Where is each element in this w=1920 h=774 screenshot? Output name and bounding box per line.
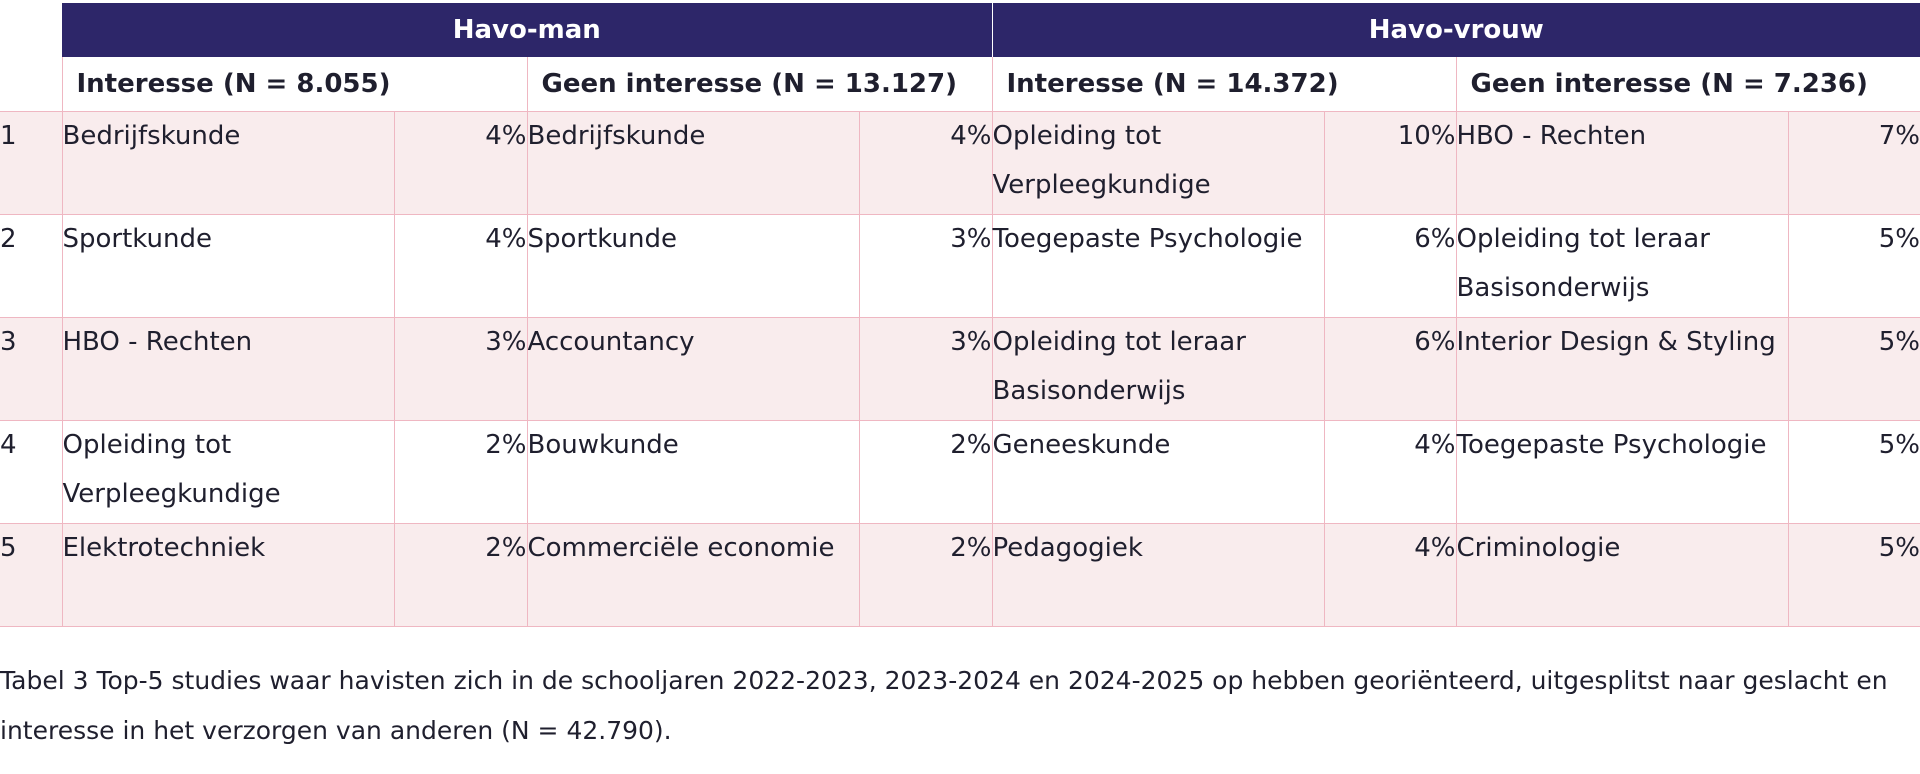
study-name-cell: Opleiding tot Verpleegkundige (62, 420, 395, 524)
percentage-cell: 3% (859, 214, 993, 318)
study-name-cell: Sportkunde (62, 214, 395, 318)
percentage-cell: 7% (1788, 111, 1920, 215)
rank-cell: 1 (0, 111, 63, 215)
group-header-havo-vrouw: Havo-vrouw (992, 3, 1920, 57)
study-name-cell: Opleiding tot Verpleegkundige (992, 111, 1325, 215)
study-name-cell: Elektrotechniek (62, 523, 395, 627)
study-name-cell: Commerciële economie (527, 523, 860, 627)
study-name-cell: Accountancy (527, 317, 860, 421)
percentage-cell: 3% (859, 317, 993, 421)
rank-cell: 3 (0, 317, 63, 421)
study-name-cell: Sportkunde (527, 214, 860, 318)
study-name-cell: Interior Design & Styling (1456, 317, 1789, 421)
rank-cell: 5 (0, 523, 63, 627)
percentage-cell: 2% (859, 523, 993, 627)
percentage-cell: 5% (1788, 420, 1920, 524)
rank-cell: 2 (0, 214, 63, 318)
percentage-cell: 5% (1788, 214, 1920, 318)
percentage-cell: 4% (1324, 420, 1457, 524)
corner-cell (0, 3, 62, 57)
group-header-row: Havo-man Havo-vrouw (0, 3, 1920, 57)
top5-studies-table: Havo-man Havo-vrouw Interesse (N = 8.055… (0, 3, 1920, 627)
study-name-cell: Pedagogiek (992, 523, 1325, 627)
percentage-cell: 4% (859, 111, 993, 215)
percentage-cell: 5% (1788, 523, 1920, 627)
percentage-cell: 2% (394, 523, 528, 627)
subheader-man-geen-interesse: Geen interesse (N = 13.127) (526, 57, 993, 112)
table-row: 5 Elektrotechniek 2% Commerciële economie 2%… (0, 523, 1920, 627)
study-name-cell: Toegepaste Psychologie (992, 214, 1325, 318)
group-header-havo-man: Havo-man (62, 3, 993, 57)
percentage-cell: 4% (394, 214, 528, 318)
percentage-cell: 4% (1324, 523, 1457, 627)
percentage-cell: 6% (1324, 317, 1457, 421)
table-row: 3 HBO - Rechten 3% Accountancy 3% Opleiding t… (0, 317, 1920, 421)
study-name-cell: Criminologie (1456, 523, 1789, 627)
rank-cell: 4 (0, 420, 63, 524)
percentage-cell: 3% (394, 317, 528, 421)
study-name-cell: Opleiding tot leraar Basisonderwijs (992, 317, 1325, 421)
study-name-cell: Toegepaste Psychologie (1456, 420, 1789, 524)
study-name-cell: HBO - Rechten (1456, 111, 1789, 215)
percentage-cell: 4% (394, 111, 528, 215)
study-name-cell: Bedrijfskunde (527, 111, 860, 215)
table-row: 2 Sportkunde 4% Sportkunde 3% Toegepaste Psyc… (0, 214, 1920, 318)
table-row: 1 Bedrijfskunde 4% Bedrijfskunde 4% Opleiding… (0, 111, 1920, 215)
study-name-cell: Geneeskunde (992, 420, 1325, 524)
study-name-cell: Bouwkunde (527, 420, 860, 524)
table-row: 4 Opleiding tot Verpleegkundige 2% Bouwkund… (0, 420, 1920, 524)
study-name-cell: HBO - Rechten (62, 317, 395, 421)
percentage-cell: 5% (1788, 317, 1920, 421)
study-name-cell: Bedrijfskunde (62, 111, 395, 215)
table-caption: Tabel 3 Top-5 studies waar havisten zich… (0, 666, 1888, 745)
subheader-row: Interesse (N = 8.055) Geen interesse (N … (0, 57, 1920, 112)
subheader-rank (0, 57, 62, 112)
study-name-cell: Opleiding tot leraar Basisonderwijs (1456, 214, 1789, 318)
subheader-vrouw-geen-interesse: Geen interesse (N = 7.236) (1455, 57, 1920, 112)
percentage-cell: 2% (394, 420, 528, 524)
subheader-vrouw-interesse: Interesse (N = 14.372) (991, 57, 1457, 112)
percentage-cell: 10% (1324, 111, 1457, 215)
subheader-man-interesse: Interesse (N = 8.055) (61, 57, 528, 112)
percentage-cell: 2% (859, 420, 993, 524)
percentage-cell: 6% (1324, 214, 1457, 318)
